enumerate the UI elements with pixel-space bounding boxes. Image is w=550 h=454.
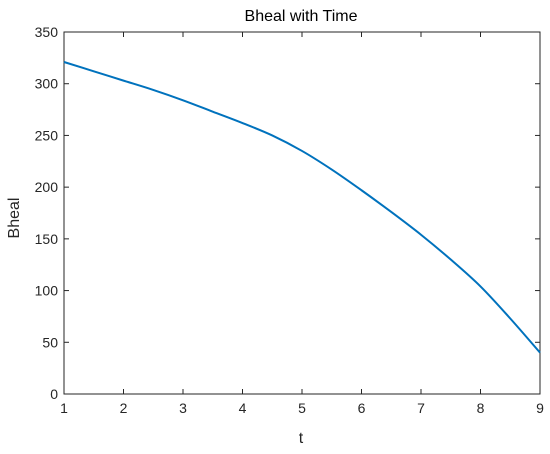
x-axis-ticks: 1 2 3 4 5 6 7 8 9 bbox=[60, 32, 544, 416]
x-axis-label: t bbox=[299, 430, 304, 447]
x-tick-label: 4 bbox=[239, 400, 247, 416]
series-line bbox=[63, 61, 541, 354]
y-axis-label: Bheal bbox=[6, 198, 23, 239]
y-tick-label: 50 bbox=[42, 334, 58, 350]
x-tick-label: 5 bbox=[298, 400, 306, 416]
x-tick-label: 2 bbox=[120, 400, 128, 416]
x-tick-label: 3 bbox=[179, 400, 187, 416]
x-tick-label: 7 bbox=[417, 400, 425, 416]
x-tick-label: 8 bbox=[477, 400, 485, 416]
y-tick-label: 200 bbox=[35, 179, 59, 195]
x-tick-label: 1 bbox=[60, 400, 68, 416]
x-tick-label: 6 bbox=[358, 400, 366, 416]
y-axis-ticks: 0 50 100 150 200 250 300 350 bbox=[35, 24, 540, 402]
y-tick-label: 0 bbox=[50, 386, 58, 402]
y-tick-label: 100 bbox=[35, 283, 59, 299]
y-tick-label: 150 bbox=[35, 231, 59, 247]
x-tick-label: 9 bbox=[536, 400, 544, 416]
chart-title: Bheal with Time bbox=[245, 8, 358, 25]
y-tick-label: 350 bbox=[35, 24, 59, 40]
y-tick-label: 250 bbox=[35, 127, 59, 143]
y-tick-label: 300 bbox=[35, 76, 59, 92]
plot-area bbox=[63, 31, 541, 395]
